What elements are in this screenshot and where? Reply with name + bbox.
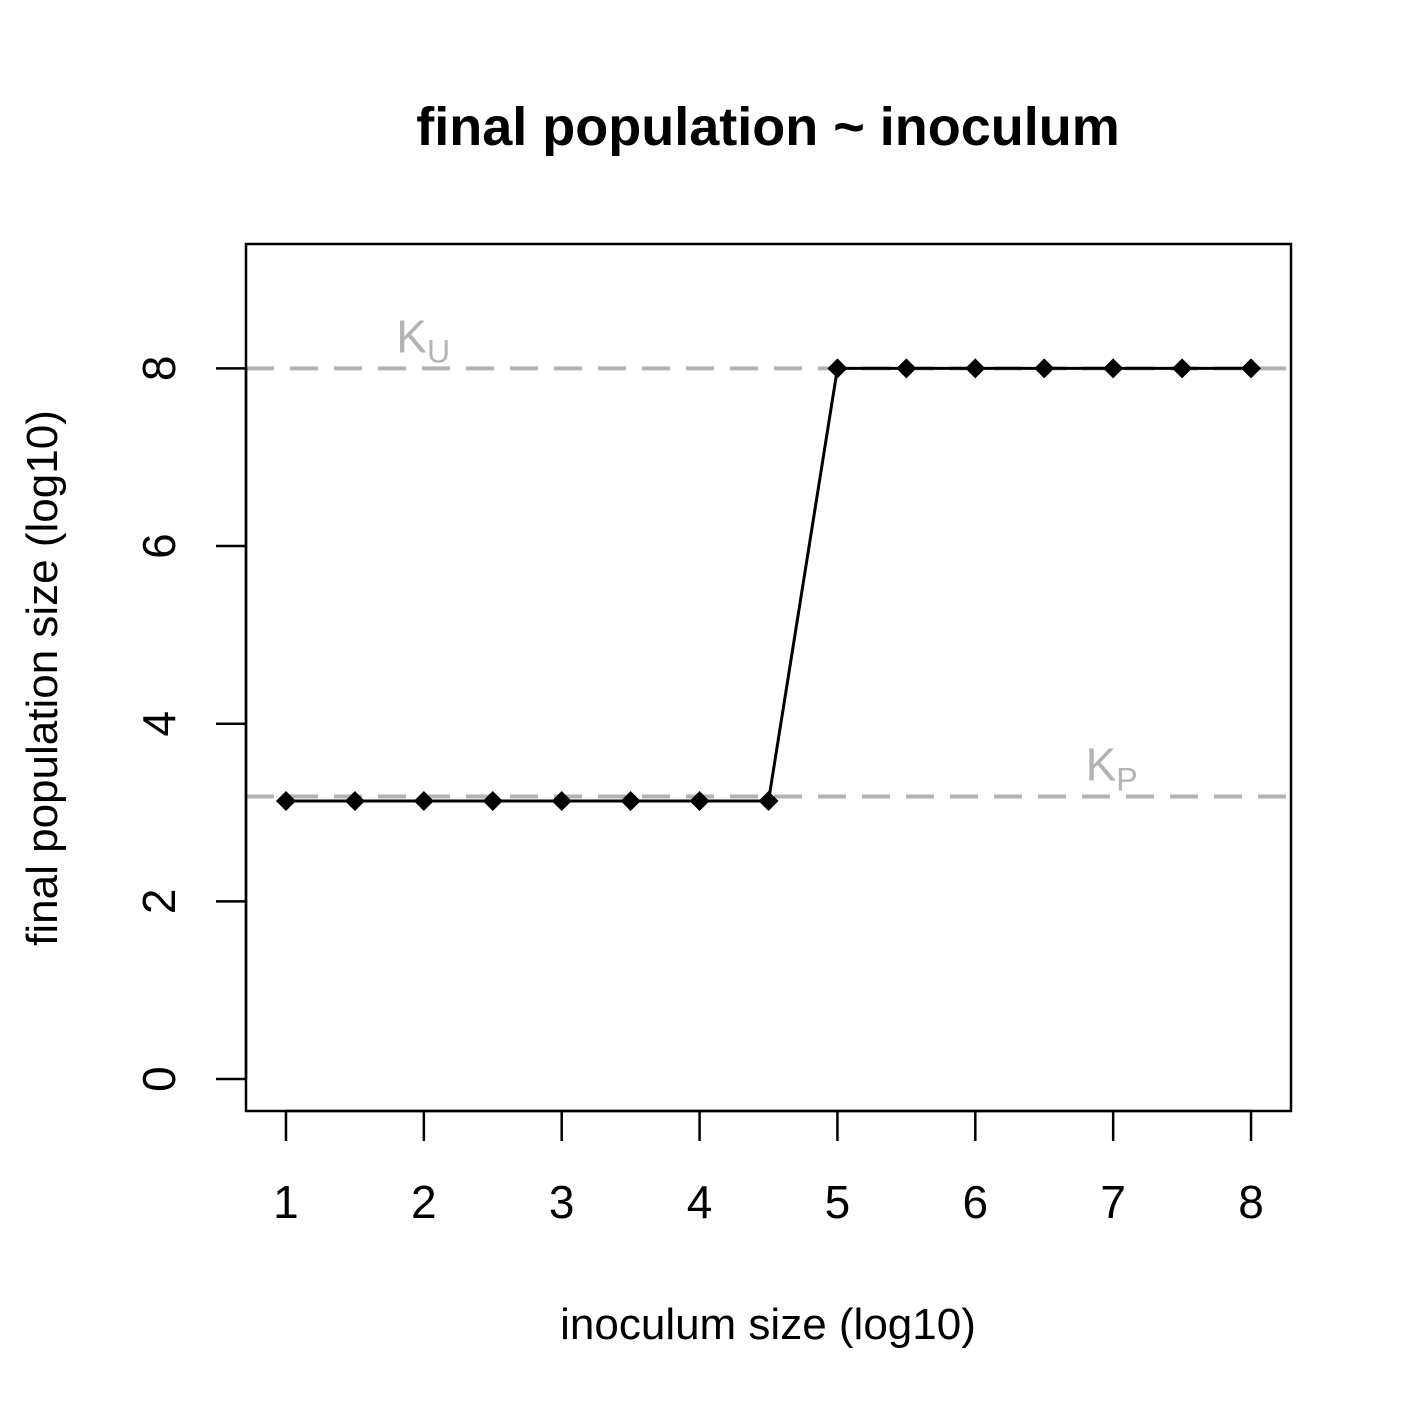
data-point <box>1103 358 1124 379</box>
x-tick-label: 3 <box>549 1176 575 1228</box>
reference-lines: KU KP <box>246 310 1291 799</box>
y-tick-label: 2 <box>133 889 185 915</box>
x-axis-label: inoculum size (log10) <box>560 1300 976 1349</box>
plot-frame <box>244 242 1293 1113</box>
data-point <box>758 790 779 811</box>
reference-label-1: KP <box>1086 739 1138 798</box>
series-line-0 <box>285 366 1252 803</box>
data-point <box>482 790 503 811</box>
data-point <box>344 790 365 811</box>
x-tick-label: 8 <box>1238 1176 1264 1228</box>
x-tick-label: 6 <box>962 1176 988 1228</box>
chart-title: final population ~ inoculum <box>416 97 1119 157</box>
x-tick-label: 7 <box>1100 1176 1126 1228</box>
y-tick-label: 6 <box>133 533 185 559</box>
y-tick-label: 0 <box>133 1066 185 1092</box>
reference-label-0: KU <box>396 310 450 369</box>
data-point <box>275 790 296 811</box>
x-tick-label: 1 <box>273 1176 299 1228</box>
y-axis-label: final population size (log10) <box>18 410 67 946</box>
data-point <box>620 790 641 811</box>
data-point <box>965 358 986 379</box>
x-tick-label: 2 <box>411 1176 437 1228</box>
data-point <box>689 790 710 811</box>
x-tick-label: 4 <box>687 1176 713 1228</box>
data-point <box>1172 358 1193 379</box>
data-point <box>1034 358 1055 379</box>
data-series <box>275 358 1262 811</box>
y-tick-label: 4 <box>133 711 185 737</box>
data-point <box>413 790 434 811</box>
x-tick-label: 5 <box>825 1176 851 1228</box>
data-point <box>551 790 572 811</box>
axes: 1 2 3 4 5 6 7 8 0 2 4 6 8 <box>133 356 1264 1228</box>
data-point <box>827 358 848 379</box>
data-point <box>1241 358 1262 379</box>
y-tick-label: 8 <box>133 356 185 382</box>
data-point <box>896 358 917 379</box>
